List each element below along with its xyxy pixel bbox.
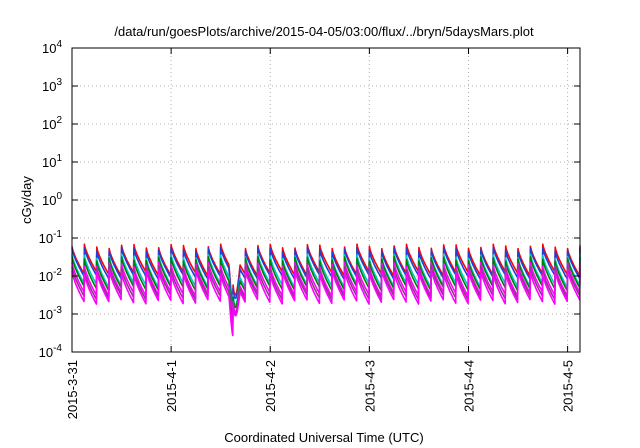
x-tick-label: 2015-4-5 [561,360,576,412]
y-axis-label: cGy/day [19,176,34,224]
y-tick-label: 10-3 [39,305,63,322]
series-line-2 [71,253,581,320]
series-line-4 [71,261,581,329]
y-tick-label: 10-4 [39,343,63,360]
y-tick-label: 101 [42,153,62,170]
x-tick-label: 2015-3-31 [65,360,80,419]
series-line-0 [71,243,581,309]
x-axis: 2015-3-31 2015-4-1 2015-4-2 2015-4-3 2015-4-… [65,48,576,419]
x-axis-label: Coordinated Universal Time (UTC) [224,430,423,445]
y-tick-label: 10-2 [39,267,63,284]
series-group [71,243,581,337]
series-line-1 [71,246,581,312]
y-tick-label: 104 [42,39,62,56]
y-tick-label: 100 [42,191,62,208]
x-tick-label: 2015-4-4 [461,360,476,412]
y-tick-label: 102 [42,115,62,132]
y-tick-label: 10-1 [39,229,63,246]
y-axis: 10-4 10-3 10-2 10-1 100 101 102 103 104 [39,39,580,360]
series-line-5 [71,265,581,333]
y-tick-label: 103 [42,77,62,94]
chart-title: /data/run/goesPlots/archive/2015-04-05/0… [114,24,534,39]
series-line-6 [71,268,581,337]
x-tick-label: 2015-4-3 [362,360,377,412]
x-tick-label: 2015-4-2 [263,360,278,412]
grid-lines [72,48,580,352]
x-tick-label: 2015-4-1 [164,360,179,412]
series-line-3 [71,255,581,323]
